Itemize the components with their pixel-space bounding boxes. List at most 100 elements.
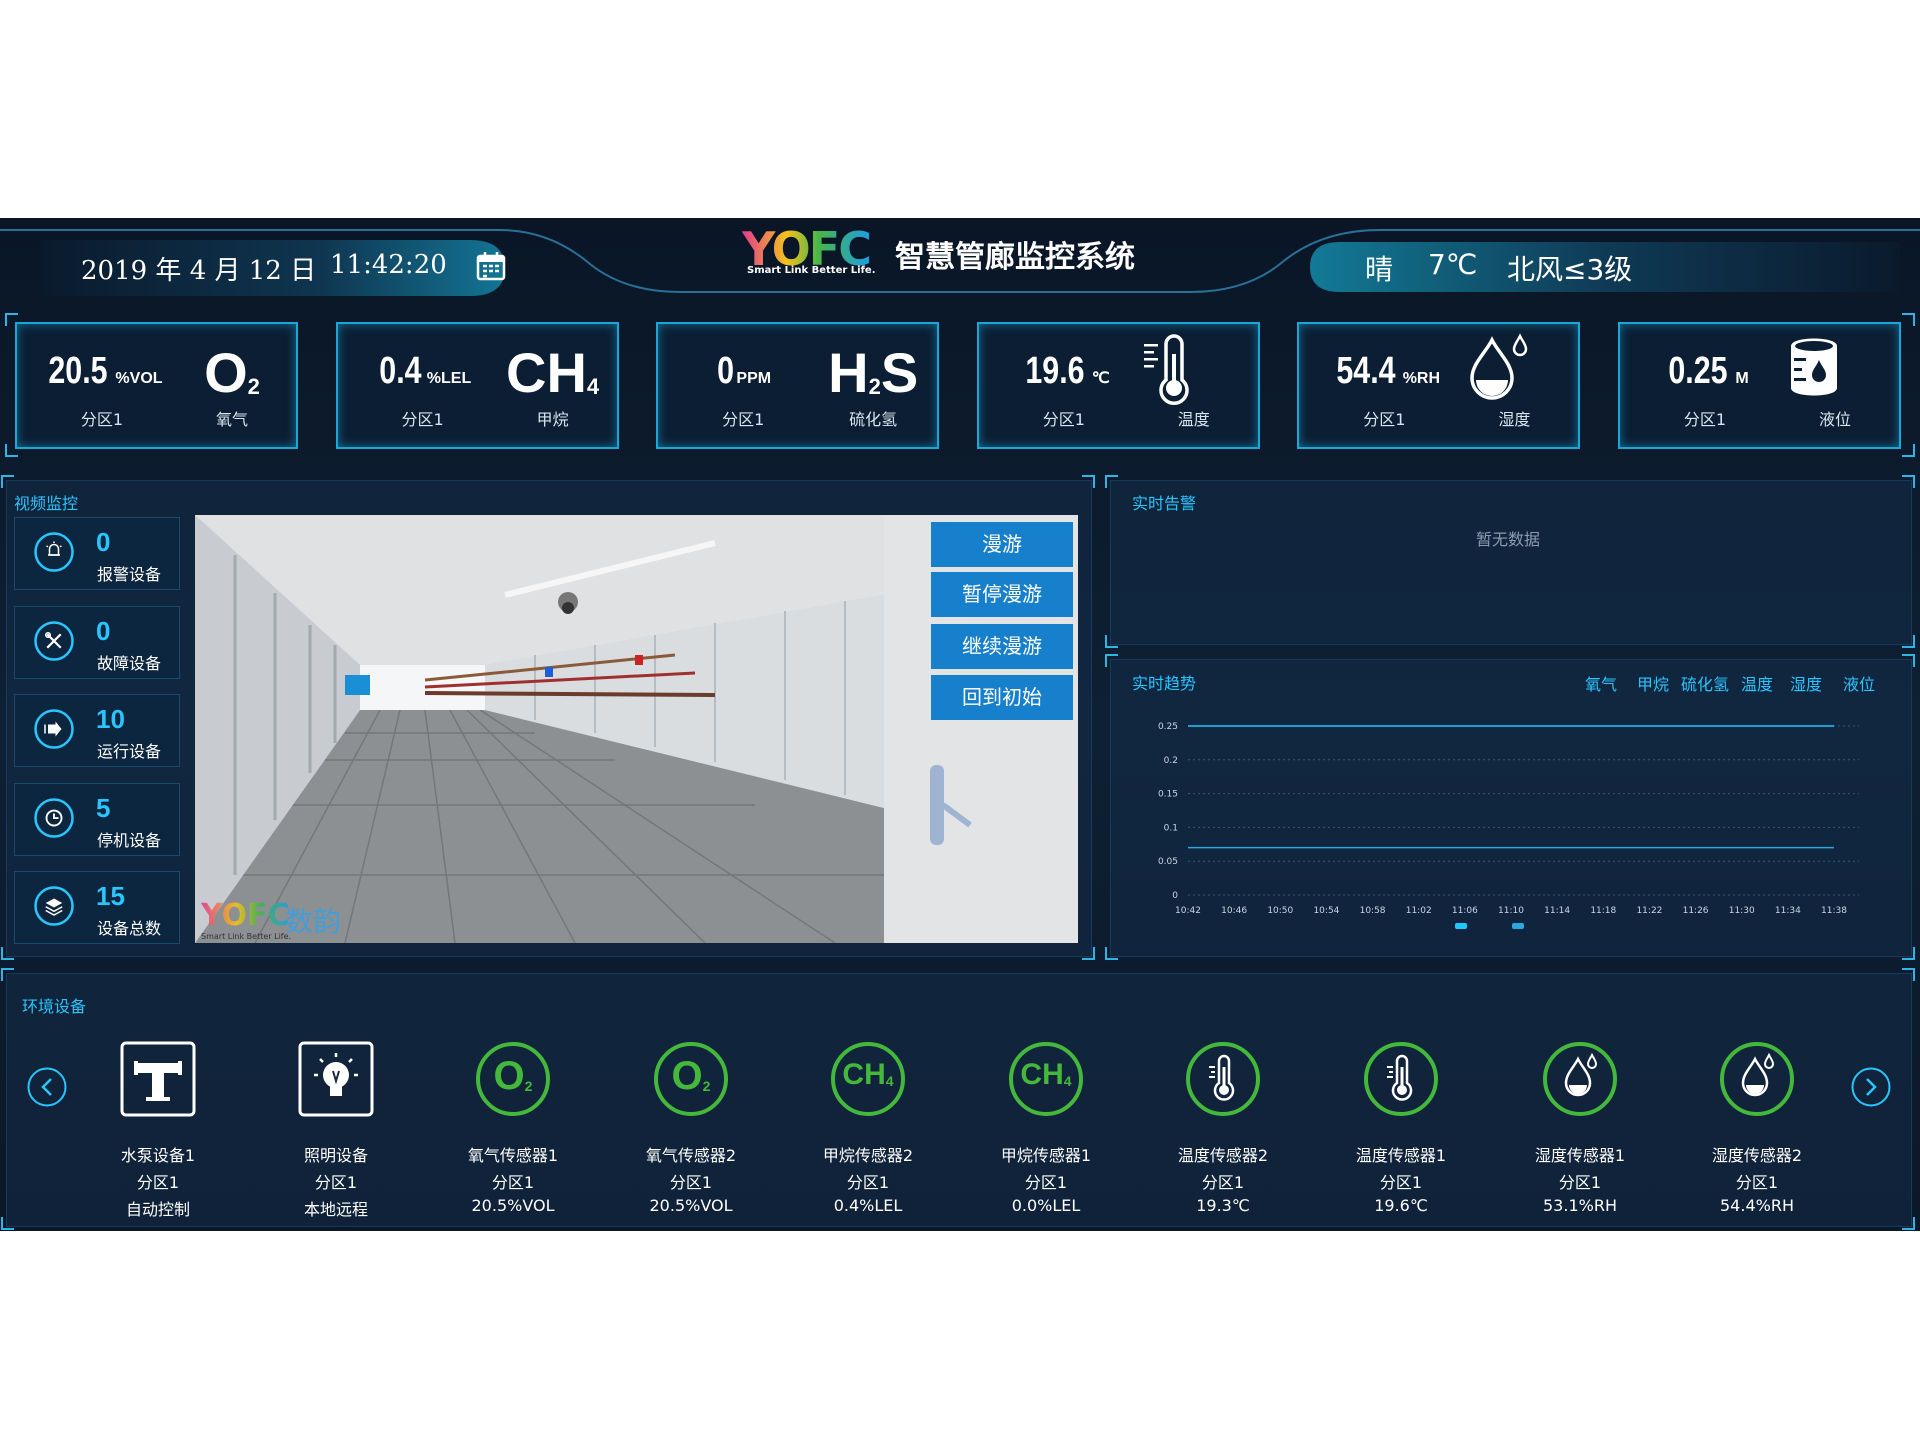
tour-button[interactable]: 漫游 xyxy=(931,522,1073,567)
icon-shape xyxy=(5,313,1915,457)
device-stat-value: 15 xyxy=(96,881,125,911)
device-status: 54.4%RH xyxy=(1720,1196,1794,1215)
system-title: 智慧管廊监控系统 xyxy=(895,240,1135,275)
device-zone: 分区1 xyxy=(136,1173,180,1192)
trend-tab[interactable]: 温度 xyxy=(1741,675,1774,694)
watermark-logo: YOFC xyxy=(201,898,290,933)
device-stat-label: 停机设备 xyxy=(97,830,162,850)
trend-tab[interactable]: 甲烷 xyxy=(1637,675,1670,694)
icon-shape xyxy=(476,1042,550,1116)
icon-shape xyxy=(46,541,62,548)
icon-shape xyxy=(1476,380,1509,396)
metric-card: 0.25 M 分区1 液位 xyxy=(1618,322,1901,449)
icon-shape xyxy=(298,1041,374,1117)
weather-condition: 晴 xyxy=(1365,253,1394,286)
icon-shape xyxy=(1720,1042,1794,1116)
device-icon xyxy=(1009,1042,1083,1116)
carousel-arrow[interactable] xyxy=(1851,1067,1891,1107)
icon-shape xyxy=(478,256,504,262)
metric-zone: 分区1 xyxy=(1683,410,1727,429)
trend-tab[interactable]: 硫化氢 xyxy=(1681,675,1730,694)
icon-shape xyxy=(45,898,63,916)
icon-shape xyxy=(1812,360,1826,382)
metric-card: 54.4 %RH 分区1 湿度 xyxy=(1297,322,1581,449)
icon-shape xyxy=(1391,1054,1413,1101)
device-stat-label: 运行设备 xyxy=(97,742,162,761)
metric-symbol: O2 xyxy=(167,340,297,405)
device-symbol: O2 xyxy=(653,1054,729,1099)
icon-shape xyxy=(1009,1042,1083,1116)
environment-title: 环境设备 xyxy=(22,997,87,1016)
metric-card: 0 PPM 分区1 硫化氢 H2S xyxy=(656,322,940,449)
device-status: 自动控制 xyxy=(125,1200,190,1219)
metric-icon xyxy=(1791,338,1837,396)
device-stat xyxy=(14,871,180,944)
device-icon xyxy=(1364,1042,1438,1116)
icon-shape xyxy=(45,809,63,826)
metric-label: 液位 xyxy=(1818,410,1851,429)
icon-shape xyxy=(635,655,643,665)
icon-shape xyxy=(195,710,884,943)
icon-shape xyxy=(134,1061,138,1075)
icon-shape xyxy=(314,1053,358,1077)
icon-shape xyxy=(34,886,74,926)
metric-value: 54.4 xyxy=(1336,350,1396,392)
device-stat-icon xyxy=(34,797,74,838)
icon-shape xyxy=(45,898,63,908)
device-stat-value: 0 xyxy=(96,527,111,557)
device-stat-icon xyxy=(34,620,74,661)
trend-tab[interactable]: 液位 xyxy=(1843,675,1876,694)
video-view: YOFC 数韵 Smart Link Better Life. xyxy=(195,515,1078,943)
icon-shape xyxy=(534,601,846,795)
symbol-part: CH xyxy=(842,1058,886,1091)
metric-value-row: 0.4 %LEL xyxy=(338,350,508,393)
device-stat-label: 故障设备 xyxy=(97,653,162,673)
tour-button[interactable]: 暂停漫游 xyxy=(931,572,1073,617)
device-icon xyxy=(1543,1042,1617,1116)
metric-card: 20.5 %VOL 分区1 氧气 O2 xyxy=(15,322,298,449)
symbol-part: 4 xyxy=(1063,1073,1072,1089)
metric-icon xyxy=(1470,333,1528,400)
device-stat-label: 报警设备 xyxy=(97,565,162,584)
device-name: 照明设备 xyxy=(303,1146,368,1165)
trend-tab[interactable]: 湿度 xyxy=(1790,675,1823,694)
device-zone: 分区1 xyxy=(1558,1173,1602,1192)
metric-unit: %RH xyxy=(1402,370,1441,387)
tour-button[interactable]: 继续漫游 xyxy=(931,624,1073,669)
icon-shape xyxy=(831,1042,905,1116)
tagline: Smart Link Better Life. xyxy=(747,265,876,276)
icon-shape xyxy=(930,765,944,845)
device-name: 温度传感器2 xyxy=(1177,1146,1269,1165)
metric-unit: M xyxy=(1735,370,1749,387)
icon-shape xyxy=(178,1061,182,1075)
icon-shape xyxy=(1741,1056,1769,1097)
icon-shape xyxy=(360,665,485,710)
icon-shape xyxy=(46,541,62,556)
icon-shape xyxy=(34,620,74,661)
icon-shape xyxy=(330,1086,342,1096)
metric-icon xyxy=(1143,334,1189,405)
panel-corners xyxy=(1,968,1915,1230)
environment-panel xyxy=(6,973,1912,1227)
device-status: 53.1%RH xyxy=(1543,1196,1617,1215)
watermark-name: 数韵 xyxy=(285,905,342,938)
trend-title: 实时趋势 xyxy=(1132,674,1197,693)
icon-shape xyxy=(1851,1067,1891,1107)
metric-zone: 分区1 xyxy=(401,410,444,429)
trend-tab[interactable]: 氧气 xyxy=(1585,675,1618,694)
icon-shape xyxy=(1222,1067,1226,1089)
symbol-part: CH xyxy=(1020,1058,1064,1091)
symbol-part: H xyxy=(828,341,869,404)
device-symbol: O2 xyxy=(475,1054,551,1099)
device-name: 湿度传感器2 xyxy=(1711,1146,1803,1165)
icon-shape xyxy=(1866,1078,1877,1096)
device-status: 20.5%VOL xyxy=(471,1196,555,1215)
device-zone: 分区1 xyxy=(669,1173,713,1192)
device-zone: 分区1 xyxy=(1024,1173,1068,1192)
carousel-arrow[interactable] xyxy=(27,1067,67,1107)
icon-shape xyxy=(34,797,74,838)
icon-shape xyxy=(1219,1085,1229,1095)
icon-shape xyxy=(48,543,60,556)
device-icon xyxy=(831,1042,905,1116)
tour-button[interactable]: 回到初始 xyxy=(931,675,1073,720)
